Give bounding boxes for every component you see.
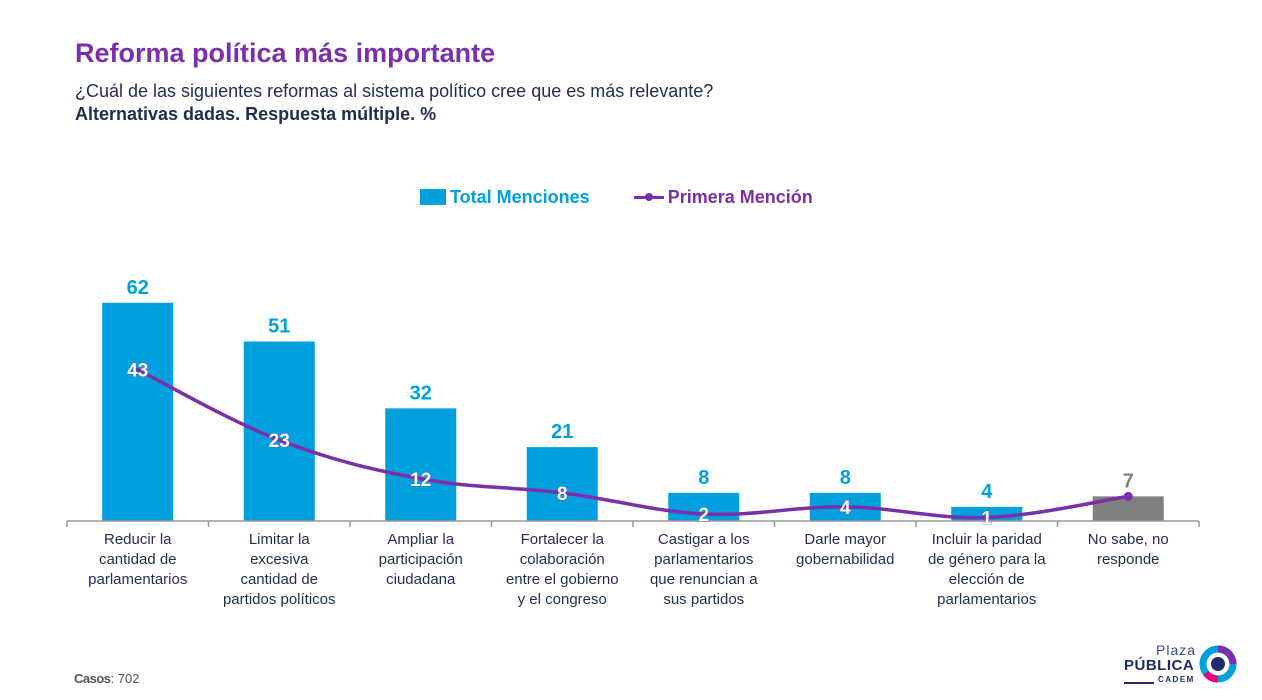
x-category-label: cantidad de — [99, 551, 177, 568]
line-value-label: 12 — [410, 470, 431, 491]
x-category-label: entre el gobierno — [506, 571, 619, 588]
sample-size-note: Casos: 702 — [74, 671, 139, 686]
x-category-label: cantidad de — [240, 571, 318, 588]
question-text: ¿Cuál de las siguientes reformas al sist… — [75, 81, 714, 101]
bar — [385, 408, 457, 521]
logo-text-cadem: CADEM — [1158, 675, 1195, 684]
x-category-label: sus partidos — [663, 591, 744, 608]
x-category-label: Darle mayor — [804, 531, 886, 548]
x-category-label: gobernabilidad — [796, 551, 894, 568]
line-value-label: 43 — [127, 361, 148, 382]
logo-text-publica: PÚBLICA — [1124, 657, 1195, 674]
bar-value-label: 32 — [410, 382, 432, 404]
x-category-label: Limitar la — [249, 531, 311, 548]
x-category-label: y el congreso — [518, 591, 607, 608]
bar-value-label: 21 — [551, 421, 573, 443]
legend-label-primera: Primera Mención — [667, 186, 813, 207]
x-category-label: Fortalecer la — [521, 531, 605, 548]
x-category-label: Ampliar la — [387, 531, 454, 548]
logo-underline — [1124, 682, 1154, 684]
x-category-label: responde — [1097, 551, 1160, 568]
x-category-label: partidos políticos — [223, 591, 336, 608]
bar — [102, 302, 174, 521]
logo-mark-icon — [1199, 645, 1237, 683]
page-title: Reforma política más importante — [75, 38, 496, 68]
legend-bar-swatch — [420, 189, 446, 205]
bar — [526, 447, 598, 521]
line-value-label: 1 — [981, 508, 992, 529]
legend-line-swatch — [633, 191, 664, 203]
bar-value-label: 4 — [981, 481, 993, 503]
x-category-label: parlamentarios — [937, 591, 1036, 608]
x-category-label: Castigar a los — [658, 531, 750, 548]
bar-value-label: 8 — [698, 467, 709, 489]
series-line-primera — [136, 367, 1130, 520]
logo-text-plaza: Plaza — [1156, 642, 1197, 658]
sample-size-label: Casos — [74, 671, 111, 686]
x-category-label: Incluir la paridad — [932, 531, 1042, 548]
x-category-label: de género para la — [928, 551, 1046, 568]
x-category-label: colaboración — [520, 551, 605, 568]
x-category-label: ciudadana — [386, 571, 456, 588]
x-category-label: parlamentarios — [88, 571, 187, 588]
legend-item-total: Total Menciones — [420, 187, 590, 208]
x-category-label: elección de — [949, 571, 1025, 588]
x-category-label: parlamentarios — [654, 551, 753, 568]
bar — [668, 492, 740, 521]
bar-value-label: 8 — [840, 467, 851, 489]
bar-value-label: 62 — [127, 277, 149, 299]
x-category-label: excesiva — [250, 551, 309, 568]
question-note: Alternativas dadas. Respuesta múltiple. … — [75, 104, 437, 124]
x-category-label: Reducir la — [104, 531, 172, 548]
x-category-label: que renuncian a — [650, 571, 758, 588]
bar-value-label: 51 — [268, 315, 290, 337]
chart-legend: Total Menciones Primera Mención — [420, 185, 813, 209]
legend-label-total: Total Menciones — [450, 186, 590, 207]
bar-line-chart: 62 51 32 21 8 8 4 7 43 23 12 8 2 4 1 Reducir la cantidad… — [66, 277, 1200, 608]
x-category-label: No sabe, no — [1088, 531, 1169, 548]
bar-value-label: 7 — [1123, 470, 1134, 492]
line-value-label: 2 — [698, 505, 709, 526]
line-value-label: 4 — [840, 498, 851, 519]
line-value-label: 8 — [557, 484, 568, 505]
x-category-label: participación — [379, 551, 463, 568]
line-value-label: 23 — [269, 431, 290, 452]
legend-item-primera: Primera Mención — [633, 186, 813, 208]
sample-size-value: : 702 — [110, 671, 140, 686]
line-point-marker — [1123, 491, 1133, 501]
plaza-publica-logo: Plaza PÚBLICA CADEM — [1118, 642, 1242, 690]
